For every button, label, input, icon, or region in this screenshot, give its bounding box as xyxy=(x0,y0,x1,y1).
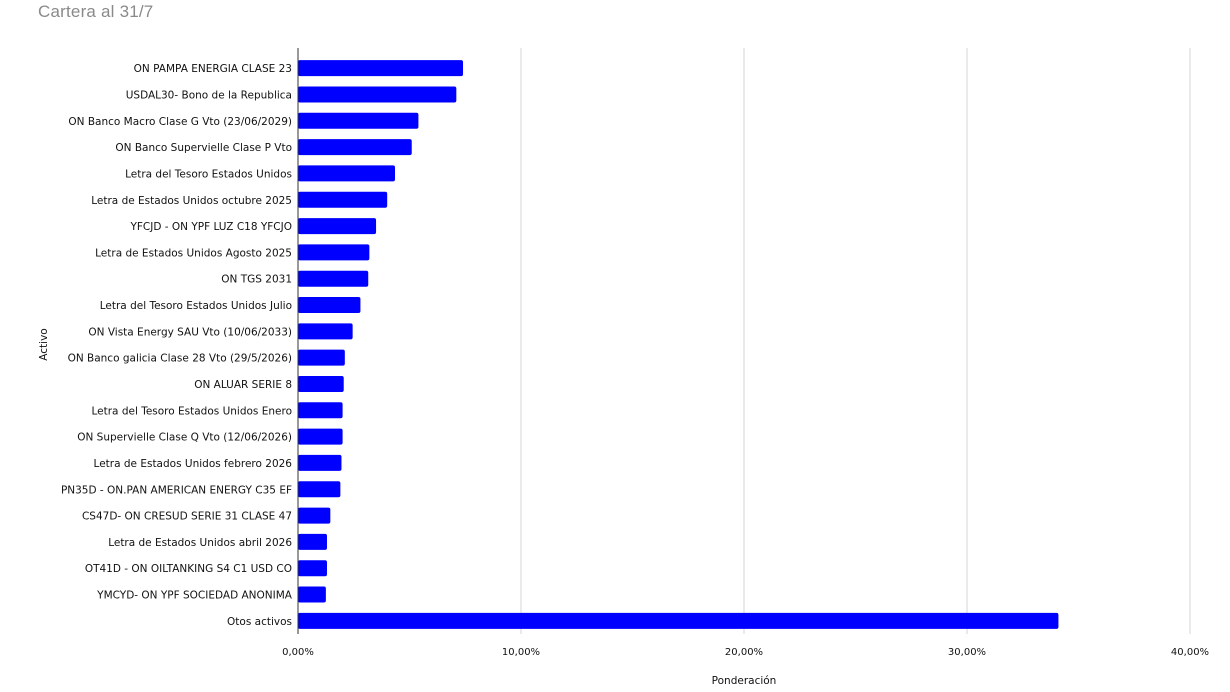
category-label: PN35D - ON.PAN AMERICAN ENERGY C35 EF xyxy=(61,484,292,496)
category-label: Letra de Estados Unidos abril 2026 xyxy=(108,537,292,549)
bar xyxy=(298,112,419,129)
bar xyxy=(298,507,331,524)
bar xyxy=(298,560,327,577)
bar xyxy=(298,533,327,550)
category-label: Letra del Tesoro Estados Unidos Julio xyxy=(100,300,292,312)
x-tick-labels: 0,00% 10,00% 20,00% 30,00% 40,00% xyxy=(282,647,1209,658)
bar xyxy=(298,244,370,261)
x-tick-label: 0,00% xyxy=(282,647,314,658)
x-tick-label: 30,00% xyxy=(948,647,986,658)
category-label: ON PAMPA ENERGIA CLASE 23 xyxy=(134,63,292,75)
category-label: Letra del Tesoro Estados Unidos xyxy=(125,168,292,180)
category-label: ON Vista Energy SAU Vto (10/06/2033) xyxy=(88,326,292,338)
bar xyxy=(298,139,412,156)
category-label: Letra de Estados Unidos Agosto 2025 xyxy=(95,247,292,259)
bar xyxy=(298,191,388,208)
category-label: ON Banco galicia Clase 28 Vto (29/5/2026… xyxy=(68,353,292,365)
x-tick-label: 20,00% xyxy=(725,647,763,658)
grid-lines xyxy=(520,48,1191,634)
page-title: Cartera al 31/7 xyxy=(38,2,154,21)
bar xyxy=(298,218,377,235)
bar xyxy=(298,375,344,392)
bar xyxy=(298,481,341,498)
category-label: Letra de Estados Unidos febrero 2026 xyxy=(94,458,293,470)
bar xyxy=(298,165,396,182)
bar xyxy=(298,428,343,445)
bar xyxy=(298,454,342,471)
category-label: Otos activos xyxy=(227,616,292,628)
category-label: Letra de Estados Unidos octubre 2025 xyxy=(91,195,292,207)
y-axis-label: Activo xyxy=(38,328,50,360)
bar xyxy=(298,297,361,314)
bar xyxy=(298,586,326,603)
x-tick-label: 10,00% xyxy=(502,647,540,658)
category-label: ON Supervielle Clase Q Vto (12/06/2026) xyxy=(77,432,292,444)
bar xyxy=(298,612,1059,629)
bar xyxy=(298,270,369,287)
category-label: YMCYD- ON YPF SOCIEDAD ANONIMA xyxy=(96,590,293,602)
category-label: ON TGS 2031 xyxy=(221,274,292,286)
bars xyxy=(298,60,1059,629)
category-label: USDAL30- Bono de la Republica xyxy=(126,89,292,101)
category-label: YFCJD - ON YPF LUZ C18 YFCJO xyxy=(129,221,292,233)
category-label: OT41D - ON OILTANKING S4 C1 USD CO xyxy=(85,563,292,575)
x-tick-label: 40,00% xyxy=(1171,647,1209,658)
bar xyxy=(298,402,343,419)
category-labels: ON PAMPA ENERGIA CLASE 23 USDAL30- Bono d… xyxy=(61,63,293,628)
bar xyxy=(298,60,464,77)
category-label: ON Banco Macro Clase G Vto (23/06/2029) xyxy=(68,116,292,128)
x-axis-label: Ponderación xyxy=(712,675,777,687)
category-label: CS47D- ON CRESUD SERIE 31 CLASE 47 xyxy=(82,511,292,523)
bar xyxy=(298,349,345,366)
category-label: ON Banco Supervielle Clase P Vto xyxy=(115,142,292,154)
category-label: ON ALUAR SERIE 8 xyxy=(194,379,292,391)
category-label: Letra del Tesoro Estados Unidos Enero xyxy=(91,405,292,417)
bar xyxy=(298,323,353,340)
bar xyxy=(298,86,457,103)
